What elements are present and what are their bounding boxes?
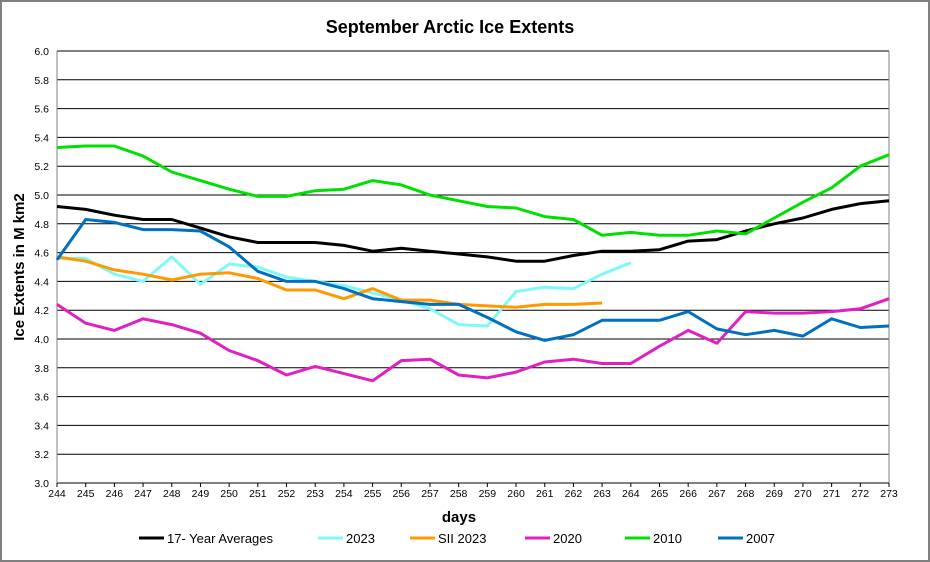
y-tick-label: 4.4 [34,276,49,288]
x-tick-label: 261 [536,488,554,500]
x-tick-label: 256 [393,488,411,500]
x-tick-label: 258 [450,488,468,500]
y-tick-label: 5.4 [34,132,49,144]
y-tick-label: 3.4 [34,420,49,432]
y-tick-label: 5.8 [34,75,49,87]
x-tick-label: 252 [278,488,296,500]
series-line-2023 [57,255,632,328]
x-axis-label: days [442,509,476,526]
x-tick-label: 273 [880,488,898,500]
y-tick-label: 5.6 [34,104,49,116]
y-tick-label: 5.2 [34,161,49,173]
y-axis-label: Ice Extents in M km2 [11,193,28,341]
legend-item: 17- Year Averages [139,531,274,546]
legend-item: 2007 [718,531,775,546]
y-tick-label: 4.2 [34,305,49,317]
x-tick-label: 254 [335,488,353,500]
y-tick-labels: 3.0 3.2 3.4 3.6 3.8 4.0 4.2 4.4 4.6 4.8 5.0 5.2 5.4 5… [34,46,49,490]
x-tick-labels: 244 245 246 247 248 249 250 251 252 253 254 255 256 2… [48,483,898,500]
y-tick-label: 4.0 [34,334,49,346]
x-tick-label: 272 [852,488,870,500]
x-tick-label: 267 [708,488,726,500]
x-tick-label: 257 [421,488,439,500]
x-tick-label: 265 [651,488,669,500]
x-tick-label: 246 [106,488,124,500]
legend-label: 2007 [746,531,775,546]
x-tick-label: 250 [220,488,238,500]
series-lines [55,144,890,383]
chart-title: September Arctic Ice Extents [326,17,574,37]
x-tick-label: 244 [48,488,66,500]
x-tick-label: 248 [163,488,181,500]
x-tick-label: 262 [565,488,583,500]
x-tick-label: 251 [249,488,267,500]
x-tick-label: 249 [192,488,210,500]
legend-item: 2010 [625,531,682,546]
y-tick-label: 4.6 [34,248,49,260]
series-line-2010 [56,144,890,237]
x-tick-label: 270 [794,488,812,500]
x-tick-label: 266 [679,488,697,500]
x-tick-label: 263 [593,488,611,500]
legend-item: SII 2023 [410,531,486,546]
y-tick-label: 5.0 [34,190,49,202]
series-line-2007 [55,218,890,342]
y-tick-label: 3.2 [34,449,49,461]
x-tick-label: 268 [737,488,755,500]
x-tick-label: 259 [479,488,497,500]
x-tick-label: 247 [134,488,152,500]
series-line-sii-2023 [56,255,603,309]
x-tick-label: 260 [507,488,525,500]
y-tick-label: 6.0 [34,46,49,58]
x-tick-label: 271 [823,488,841,500]
x-tick-label: 269 [765,488,783,500]
legend-label: SII 2023 [438,531,486,546]
legend-label: 2020 [553,531,582,546]
legend-label: 17- Year Averages [167,531,274,546]
x-tick-label: 245 [77,488,95,500]
legend: 17- Year Averages 2023 SII 2023 2020 2010 200… [139,531,775,546]
y-tick-label: 3.6 [34,392,49,404]
x-tick-label: 255 [364,488,382,500]
x-tick-label: 253 [306,488,324,500]
legend-item: 2020 [525,531,582,546]
x-tick-label: 264 [622,488,640,500]
y-tick-label: 3.8 [34,363,49,375]
gridlines [56,50,890,484]
series-line-2020 [56,297,890,383]
y-tick-label: 4.8 [34,219,49,231]
legend-label: 2023 [346,531,375,546]
y-tick-label: 3.0 [34,478,49,490]
legend-label: 2010 [653,531,682,546]
legend-item: 2023 [318,531,375,546]
